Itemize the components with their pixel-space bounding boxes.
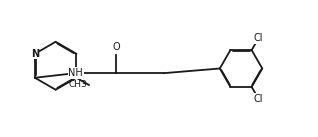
Text: Cl: Cl	[254, 33, 263, 43]
Text: NH: NH	[68, 68, 83, 78]
Text: CH3: CH3	[68, 80, 87, 89]
Text: O: O	[113, 42, 120, 52]
Text: Cl: Cl	[254, 94, 263, 104]
Text: N: N	[31, 49, 39, 59]
